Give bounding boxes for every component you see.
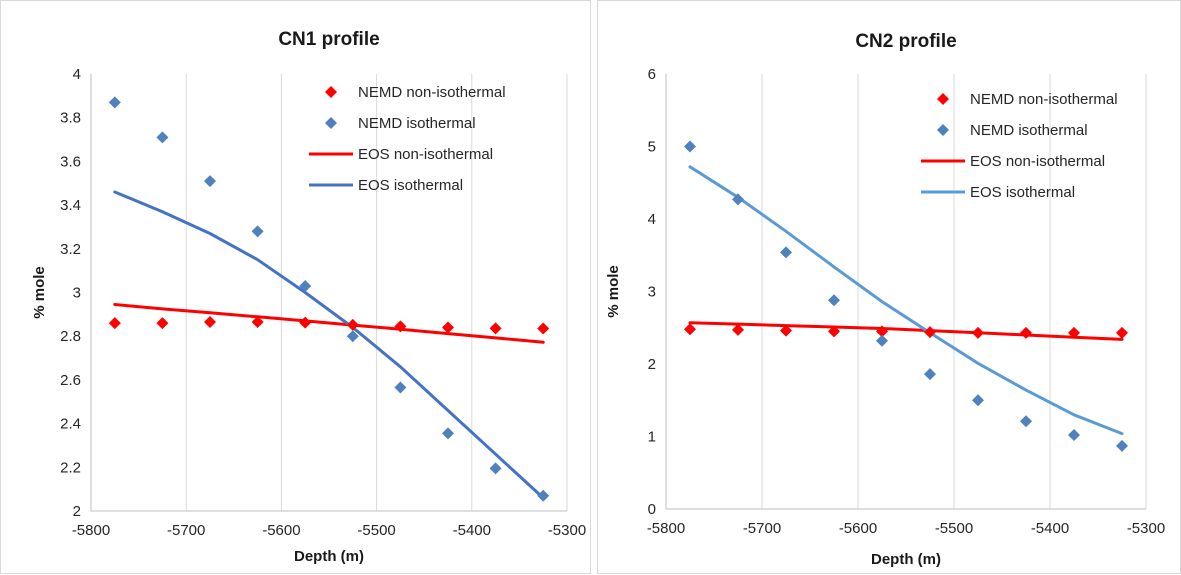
data-point-nemd-non-isothermal [346, 318, 359, 331]
y-tick-label: 6 [648, 66, 656, 83]
data-point-nemd-non-isothermal [1020, 326, 1032, 339]
x-tick-label: -5300 [548, 522, 586, 539]
x-axis-label: Depth (m) [871, 551, 941, 568]
data-point-nemd-isothermal [780, 246, 792, 259]
chart-panel-cn1: CN1 profile -5800 -5700 -5600 -5500 -5400 -530… [0, 0, 591, 574]
y-tick-label: 1 [648, 429, 656, 446]
data-point-nemd-non-isothermal [1116, 326, 1128, 339]
data-point-nemd-non-isothermal [489, 322, 502, 335]
series-line-eos-isothermal [113, 190, 545, 500]
legend-swatch-nemd-isothermal [325, 117, 337, 129]
y-tick-label: 4 [648, 211, 656, 228]
chart-panel-cn2: CN2 profile -5800 -5700 -5600 -5500 -5400 -530… [597, 0, 1181, 574]
x-tick-label: -5800 [72, 522, 110, 539]
data-point-nemd-isothermal [108, 96, 121, 109]
legend-label-nemd-non-isothermal: NEMD non-isothermal [970, 91, 1118, 108]
data-point-nemd-isothermal [537, 489, 550, 502]
y-tick-label: 3.8 [60, 110, 81, 127]
data-point-nemd-isothermal [156, 131, 169, 144]
x-tick-label: -5700 [743, 520, 781, 537]
x-tick-label: -5800 [647, 520, 685, 537]
data-point-nemd-isothermal [828, 294, 840, 307]
data-point-nemd-isothermal [346, 330, 359, 343]
data-point-nemd-isothermal [251, 225, 264, 238]
y-tick-label: 3 [73, 285, 81, 302]
data-point-nemd-isothermal [1116, 439, 1128, 452]
series-line-eos-non-isothermal [688, 321, 1124, 341]
y-tick-label: 2.4 [60, 416, 81, 433]
y-tick-label: 2.6 [60, 372, 81, 389]
legend-label-eos-isothermal: EOS isothermal [358, 177, 463, 194]
legend-label-nemd-isothermal: NEMD isothermal [358, 115, 476, 132]
x-tick-label: -5600 [262, 522, 300, 539]
data-point-nemd-isothermal [876, 334, 888, 347]
data-point-nemd-isothermal [972, 394, 984, 407]
data-point-nemd-isothermal [732, 193, 744, 206]
y-axis-label: % mole [605, 265, 622, 318]
data-point-nemd-non-isothermal [156, 317, 169, 330]
y-tick-label: 3.4 [60, 197, 81, 214]
data-point-nemd-non-isothermal [204, 315, 216, 328]
data-point-nemd-non-isothermal [732, 323, 744, 336]
data-point-nemd-non-isothermal [972, 326, 984, 339]
data-point-nemd-non-isothermal [394, 320, 407, 333]
y-tick-label: 3.6 [60, 153, 81, 170]
data-point-nemd-non-isothermal [684, 323, 696, 336]
data-point-nemd-non-isothermal [251, 315, 264, 328]
x-tick-label: -5700 [167, 522, 205, 539]
series-line-eos-isothermal [688, 165, 1124, 436]
chart-title: CN2 profile [855, 31, 956, 52]
y-tick-label: 3.2 [60, 241, 81, 258]
data-point-nemd-isothermal [1020, 415, 1032, 428]
legend-label-eos-non-isothermal: EOS non-isothermal [970, 153, 1105, 170]
y-tick-label: 5 [648, 139, 656, 156]
legend-swatch-nemd-non-isothermal [325, 86, 337, 98]
data-point-nemd-isothermal [684, 140, 696, 153]
legend-label-eos-non-isothermal: EOS non-isothermal [358, 146, 493, 163]
data-point-nemd-non-isothermal [924, 326, 936, 339]
chart-svg-cn2: CN2 profile -5800 -5700 -5600 -5500 -5400 -530… [605, 31, 1165, 568]
y-tick-label: 0 [648, 501, 656, 518]
y-tick-label: 3 [648, 284, 656, 301]
x-tick-label: -5400 [453, 522, 491, 539]
data-point-nemd-non-isothermal [1068, 326, 1080, 339]
y-tick-label: 2 [648, 356, 656, 373]
y-tick-label: 2.2 [60, 459, 81, 476]
legend-label-eos-isothermal: EOS isothermal [970, 184, 1075, 201]
x-axis-label: Depth (m) [294, 548, 364, 565]
x-tick-label: -5600 [839, 520, 877, 537]
data-point-nemd-isothermal [489, 462, 502, 475]
legend-label-nemd-isothermal: NEMD isothermal [970, 122, 1088, 139]
data-point-nemd-isothermal [1068, 429, 1080, 442]
x-tick-label: -5400 [1031, 520, 1069, 537]
x-tick-label: -5500 [357, 522, 395, 539]
x-tick-label: -5300 [1127, 520, 1165, 537]
legend-swatch-nemd-isothermal [937, 124, 949, 136]
x-tick-label: -5500 [935, 520, 973, 537]
data-point-nemd-non-isothermal [537, 322, 550, 335]
data-point-nemd-isothermal [924, 368, 936, 381]
data-point-nemd-non-isothermal [876, 325, 888, 338]
legend-swatch-nemd-non-isothermal [937, 93, 949, 105]
y-tick-label: 4 [73, 66, 81, 83]
legend-label-nemd-non-isothermal: NEMD non-isothermal [358, 84, 506, 101]
data-point-nemd-isothermal [299, 279, 312, 292]
data-point-nemd-non-isothermal [780, 324, 792, 337]
series-line-eos-non-isothermal [113, 303, 545, 344]
y-axis-label: % mole [31, 266, 48, 319]
data-point-nemd-non-isothermal [299, 316, 312, 329]
y-tick-label: 2.8 [60, 328, 81, 345]
data-point-nemd-non-isothermal [442, 321, 454, 334]
y-tick-label: 2 [73, 503, 81, 520]
data-point-nemd-non-isothermal [828, 325, 840, 338]
data-point-nemd-non-isothermal [108, 317, 121, 330]
data-point-nemd-isothermal [394, 381, 407, 394]
data-point-nemd-isothermal [442, 427, 454, 440]
data-point-nemd-isothermal [204, 175, 216, 188]
chart-title: CN1 profile [278, 29, 379, 50]
chart-svg-cn1: CN1 profile -5800 -5700 -5600 -5500 -5400 -530… [31, 29, 586, 565]
